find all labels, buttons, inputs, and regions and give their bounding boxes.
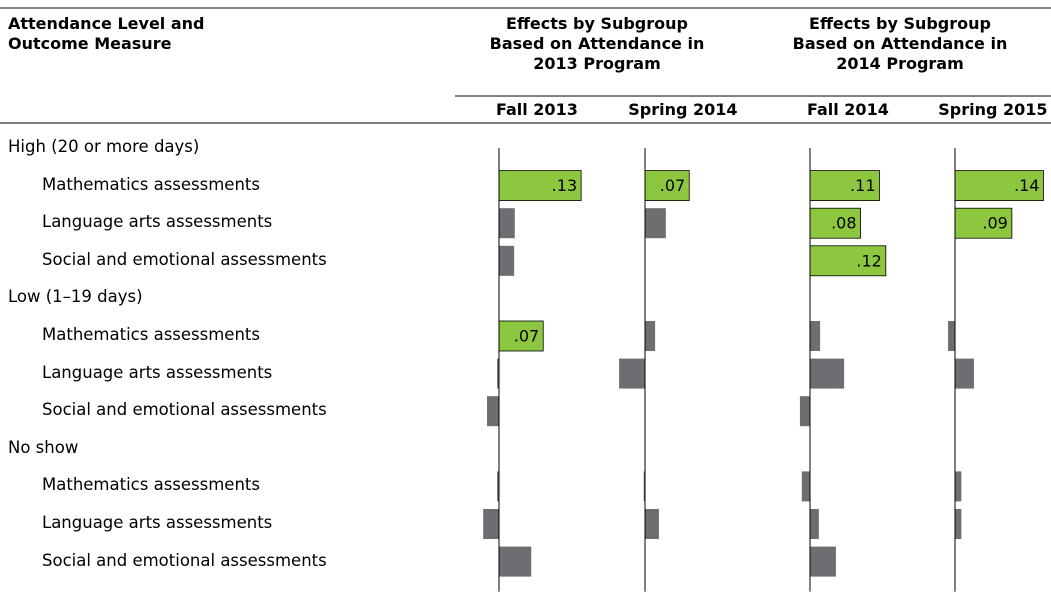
row-label: Social and emotional assessments <box>42 249 327 269</box>
row-label: Language arts assessments <box>42 362 273 382</box>
bar <box>619 358 645 389</box>
value-label: .11 <box>850 176 875 195</box>
bar <box>799 396 810 427</box>
bar <box>809 207 861 239</box>
bar <box>499 208 515 239</box>
bar <box>809 170 880 202</box>
group-title: Effects by Subgroup Based on Attendance … <box>489 14 705 73</box>
value-label: .13 <box>552 176 577 195</box>
bar <box>498 320 544 352</box>
group-title: Effects by Subgroup Based on Attendance … <box>792 14 1008 73</box>
bar <box>810 321 821 351</box>
row-label: Social and emotional assessments <box>42 550 327 570</box>
bar <box>486 396 499 427</box>
bar <box>955 471 962 502</box>
bar <box>810 509 819 539</box>
bar <box>954 170 1044 202</box>
column-header: Spring 2014 <box>628 100 738 119</box>
column-header: Fall 2014 <box>806 100 889 119</box>
value-label: .08 <box>831 214 856 233</box>
bar <box>954 207 1013 239</box>
level-label: Low (1–19 days) <box>8 287 143 307</box>
column-header: Spring 2015 <box>938 100 1048 119</box>
bar <box>483 509 499 539</box>
bar <box>645 208 666 239</box>
bar <box>499 546 532 577</box>
bar <box>948 321 955 351</box>
value-label: .07 <box>514 327 539 346</box>
bar <box>498 170 582 202</box>
bar <box>810 358 845 389</box>
bar <box>497 471 499 502</box>
bar <box>809 245 887 277</box>
value-label: .12 <box>856 251 881 270</box>
bar <box>955 358 974 389</box>
bar <box>645 509 659 539</box>
row-label: Language arts assessments <box>42 513 273 532</box>
row-label: Mathematics assessments <box>42 475 260 495</box>
level-label: High (20 or more days) <box>8 137 200 156</box>
header: Attendance Level and Outcome Measure <box>8 14 205 53</box>
row-label: Social and emotional assessments <box>42 400 327 420</box>
bar <box>499 245 515 276</box>
row-label: Language arts assessments <box>42 212 273 232</box>
value-label: .09 <box>982 214 1007 233</box>
bar <box>801 471 810 502</box>
row-label: Mathematics assessments <box>42 174 260 194</box>
bar <box>810 546 836 577</box>
bar <box>497 358 499 389</box>
level-label: No show <box>8 437 79 457</box>
bar <box>643 471 645 502</box>
column-header: Fall 2013 <box>495 100 578 119</box>
bar <box>955 509 962 539</box>
value-label: .07 <box>660 176 685 195</box>
bar <box>645 321 656 351</box>
value-label: .14 <box>1014 176 1039 195</box>
row-label: Mathematics assessments <box>42 325 260 344</box>
